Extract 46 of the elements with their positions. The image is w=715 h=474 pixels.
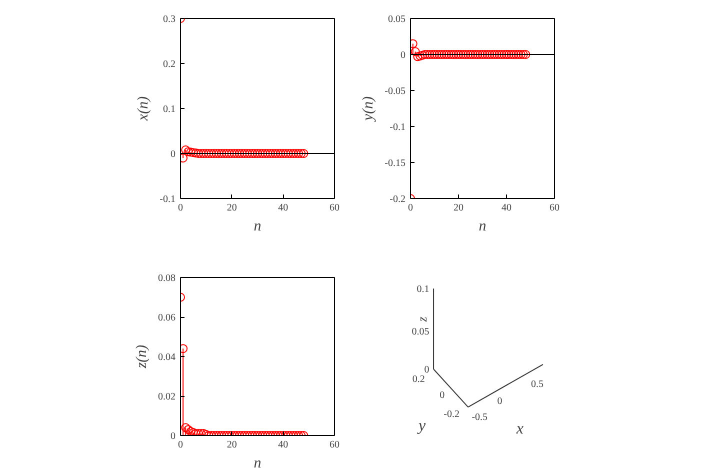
x-tick-label: 40: [278, 202, 288, 214]
text: 0: [424, 364, 430, 376]
text: -0.5: [472, 412, 488, 424]
x-tick-label: 60: [330, 440, 340, 450]
y-axis-title: z(n): [134, 344, 150, 370]
y-axis-title: x(n): [136, 96, 152, 122]
y-tick-label: 0.2: [163, 59, 176, 70]
y-axis-title: y(n): [360, 96, 377, 123]
text: z: [414, 316, 430, 323]
y-tick-label: 0.08: [158, 273, 176, 284]
y-tick-label: 0.3: [163, 14, 176, 25]
x-tick-label: 0: [178, 440, 183, 450]
y-tick-label: 0.1: [163, 104, 176, 115]
x-tick-label: 0: [178, 202, 183, 214]
text: -0.2: [444, 408, 460, 420]
text: y: [416, 418, 426, 435]
y-tick-label: 0.06: [158, 312, 176, 324]
x-tick-label: 60: [550, 202, 560, 214]
text: x: [515, 420, 524, 438]
y-tick-label: -0.1: [390, 122, 406, 133]
text: 0: [440, 390, 445, 401]
x-axis-title: n: [254, 456, 262, 472]
text: 0.5: [530, 378, 544, 390]
x-tick-label: 20: [226, 202, 237, 214]
y-tick-label: 0.04: [158, 352, 176, 363]
y-tick-label: -0.2: [390, 194, 406, 205]
x-axis-title: n: [478, 218, 486, 234]
y-tick-label: 0: [170, 149, 176, 160]
y-tick-label: 0: [170, 431, 176, 442]
text: 0.1: [416, 284, 430, 296]
text: 0.2: [412, 374, 425, 386]
x-tick-label: 60: [330, 202, 340, 214]
x-axis-title: n: [254, 218, 262, 234]
x-tick-label: 40: [502, 202, 512, 214]
y-tick-label: -0.1: [160, 194, 176, 205]
text: 0.05: [412, 326, 430, 338]
y-tick-label: -0.15: [384, 158, 406, 169]
x-tick-label: 20: [226, 440, 237, 450]
y-tick-label: -0.05: [384, 86, 406, 97]
y-tick-label: 0.05: [388, 14, 406, 25]
x-tick-label: 0: [408, 202, 413, 214]
x-tick-label: 40: [278, 440, 288, 450]
y-tick-label: 0.02: [158, 392, 176, 402]
y-tick-label: 0: [400, 50, 406, 61]
text: 0: [497, 396, 502, 408]
x-tick-label: 20: [454, 202, 464, 214]
